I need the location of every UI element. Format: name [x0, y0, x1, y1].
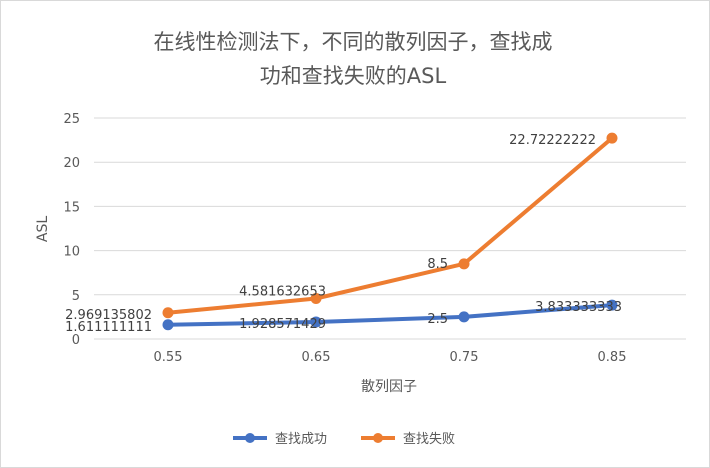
series-line [166, 303, 614, 327]
chart-title-line-2: 功和查找失败的ASL [260, 64, 447, 88]
y-tick-label: 20 [63, 156, 80, 171]
data-point [310, 316, 322, 328]
data-point [606, 299, 618, 311]
data-label: 8.5 [427, 257, 448, 272]
data-label: 4.581632653 [239, 284, 326, 299]
y-tick-label: 10 [63, 245, 80, 260]
data-label: 3.833333333 [535, 300, 622, 315]
data-point [162, 319, 174, 331]
data-label: 2.5 [427, 312, 448, 327]
data-point [310, 292, 322, 304]
series-line [166, 136, 614, 315]
y-tick-label: 15 [63, 200, 80, 215]
legend-marker [245, 433, 255, 443]
y-axis-ticks: 0 5 10 15 20 25 [63, 112, 80, 348]
data-labels: 1.611111111 1.928571429 2.5 3.833333333 2.96… [65, 133, 622, 335]
x-tick-label: 0.55 [154, 350, 183, 365]
data-label: 2.969135802 [65, 308, 152, 323]
gridlines [94, 117, 686, 340]
chart-title-line-1: 在线性检测法下，不同的散列因子，查找成 [154, 30, 553, 54]
legend-marker [373, 433, 383, 443]
series-layer [162, 132, 618, 331]
data-point [606, 132, 618, 144]
x-axis-ticks: 0.55 0.65 0.75 0.85 [154, 350, 627, 365]
data-point [458, 258, 470, 270]
legend-label: 查找失败 [403, 432, 455, 447]
x-tick-label: 0.75 [450, 350, 479, 365]
x-tick-label: 0.65 [302, 350, 331, 365]
legend-label: 查找成功 [275, 432, 327, 447]
y-tick-label: 0 [72, 333, 80, 348]
data-label: 1.928571429 [239, 317, 326, 332]
data-label: 1.611111111 [65, 320, 152, 335]
y-tick-label: 25 [63, 112, 80, 127]
data-label: 22.72222222 [509, 133, 596, 148]
data-point [458, 311, 470, 323]
y-tick-label: 5 [72, 289, 80, 304]
legend: 查找成功 查找失败 [233, 432, 455, 447]
x-tick-label: 0.85 [598, 350, 627, 365]
data-point [162, 307, 174, 319]
y-axis-title: ASL [35, 216, 51, 242]
x-axis-title: 散列因子 [361, 379, 417, 395]
